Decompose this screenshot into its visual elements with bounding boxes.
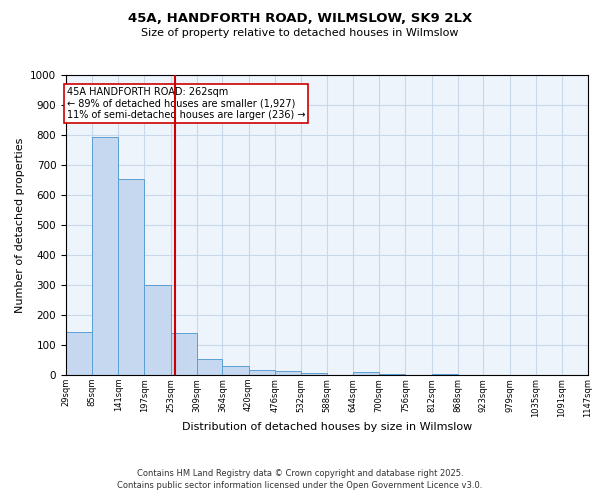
X-axis label: Distribution of detached houses by size in Wilmslow: Distribution of detached houses by size … [182,422,472,432]
Bar [66,332,92,375]
Bar [431,374,458,375]
Bar [170,333,197,375]
Text: Contains HM Land Registry data © Crown copyright and database right 2025.: Contains HM Land Registry data © Crown c… [137,468,463,477]
Bar [301,372,327,375]
Bar [197,358,223,375]
Bar [145,285,170,375]
Bar [353,372,379,375]
Text: 45A HANDFORTH ROAD: 262sqm
← 89% of detached houses are smaller (1,927)
11% of s: 45A HANDFORTH ROAD: 262sqm ← 89% of deta… [67,87,305,120]
Bar [223,366,248,375]
Y-axis label: Number of detached properties: Number of detached properties [14,138,25,312]
Text: 45A, HANDFORTH ROAD, WILMSLOW, SK9 2LX: 45A, HANDFORTH ROAD, WILMSLOW, SK9 2LX [128,12,472,26]
Text: Contains public sector information licensed under the Open Government Licence v3: Contains public sector information licen… [118,481,482,490]
Bar [275,372,301,375]
Bar [118,178,145,375]
Bar [248,370,275,375]
Bar [379,374,406,375]
Text: Size of property relative to detached houses in Wilmslow: Size of property relative to detached ho… [141,28,459,38]
Bar [92,136,118,375]
